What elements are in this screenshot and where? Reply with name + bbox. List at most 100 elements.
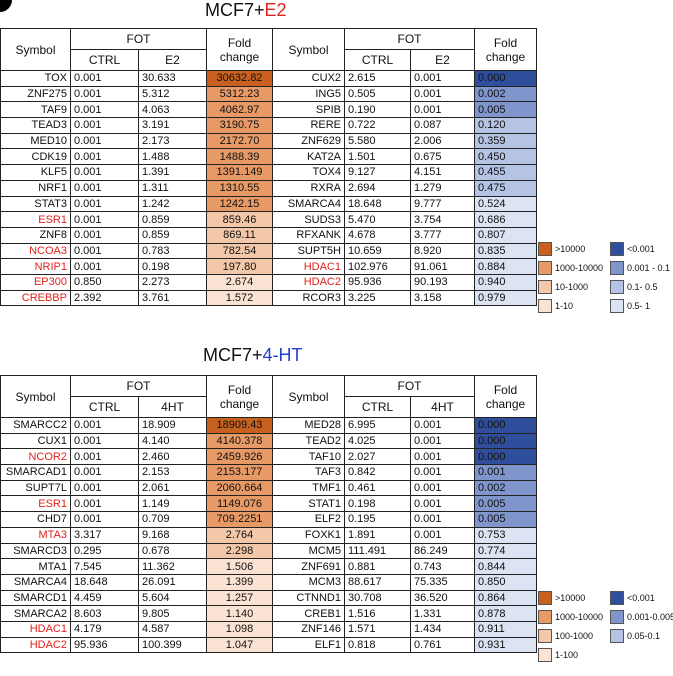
treatment-value: 8.920 [410,242,475,260]
legend-label: 0.001 - 0.1 [627,263,671,273]
legend-item: 0.1- 0.5 [610,279,658,295]
treatment-value: 5.604 [138,589,207,607]
fold-change-value: 2060.664 [206,479,273,497]
fold-change-value: 869.11 [206,226,273,244]
fold-change-value: 18909.43 [206,417,273,434]
fold-change-value: 0.005 [474,101,537,119]
legend-swatch [610,591,624,605]
treatment-value: 9.777 [410,195,475,213]
gene-symbol: HDAC1 [272,258,345,275]
legend-label: 1000-10000 [555,263,604,273]
treatment-value: 0.001 [410,448,475,466]
panel2-table: Symbol FOT Fold change Symbol FOT Fold c… [0,375,537,654]
ctrl-value: 5.470 [344,211,411,228]
treatment-value: 18.909 [138,417,207,434]
ctrl-value: 0.001 [70,495,139,513]
panel1-legend: >10000 1000-10000 10-1000 1-10 <0.001 0.001 -… [538,241,673,317]
table-row: HDAC1 4.179 4.587 1.098 ZNF146 1.571 1.434 0.91… [0,620,537,638]
fold-change-value: 0.844 [474,558,537,575]
fold-change-value: 2459.926 [206,448,273,466]
legend-swatch [538,591,552,605]
gene-symbol: CTNND1 [272,589,345,607]
gene-symbol: HDAC2 [0,636,71,654]
treatment-value: 0.001 [410,464,475,481]
gene-symbol: ZNF275 [0,85,71,103]
table-row: CREBBP 2.392 3.761 1.572 RCOR3 3.225 3.158 0.97… [0,289,537,307]
table-row: KLF5 0.001 1.391 1391.149 TOX4 9.127 4.151 0.45… [0,164,537,181]
legend-item: <0.001 [610,590,655,606]
legend-swatch [538,629,552,643]
legend-label: 0.5- 1 [627,301,651,311]
gene-symbol: RERE [272,117,345,134]
gene-symbol: TOX4 [272,164,345,181]
fold-change-value: 1488.39 [206,148,273,166]
fold-change-value: 2.764 [206,526,273,544]
gene-symbol: ELF2 [272,511,345,528]
gene-symbol: ELF1 [272,636,345,654]
gene-symbol: CREB1 [272,605,345,622]
fold-change-value: 0.120 [474,117,537,134]
gene-symbol: NRIP1 [0,258,71,275]
fold-change-header: Fold change [474,375,537,418]
ctrl-value: 0.001 [70,211,139,228]
fold-change-value: 0.807 [474,226,537,244]
ctrl-header: CTRL [344,396,411,418]
gene-symbol: CDK19 [0,148,71,166]
fold-change-value: 859.46 [206,211,273,228]
ctrl-value: 0.001 [70,432,139,450]
fold-change-value: 1.257 [206,589,273,607]
gene-symbol: SMARCA2 [0,605,71,622]
treatment-value: 1.242 [138,195,207,213]
gene-symbol: ESR1 [0,495,71,513]
ctrl-value: 1.501 [344,148,411,166]
gene-symbol: SUPT7L [0,479,71,497]
table-row: CHD7 0.001 0.709 709.2251 ELF2 0.195 0.001 0.00… [0,511,537,528]
treatment-value: 1.149 [138,495,207,513]
legend-label: 10-1000 [555,282,589,292]
symbol-header: Symbol [272,375,345,418]
gene-symbol: MED10 [0,132,71,150]
fold-change-value: 3190.75 [206,117,273,134]
gene-symbol: SMARCA4 [272,195,345,213]
ctrl-value: 1.516 [344,605,411,622]
treatment-value: 4.151 [410,164,475,181]
treatment-value: 0.709 [138,511,207,528]
legend-item: 100-1000 [538,628,593,644]
ctrl-value: 0.001 [70,101,139,119]
fold-change-value: 1242.15 [206,195,273,213]
legend-swatch [610,261,624,275]
legend-label: 0.05-0.1 [627,631,661,641]
ctrl-header: CTRL [70,49,139,71]
ctrl-value: 2.615 [344,70,411,87]
gene-symbol: SMARCD1 [0,589,71,607]
ctrl-value: 0.190 [344,101,411,119]
legend-item: 0.001 - 0.1 [610,260,670,276]
fold-change-value: 0.979 [474,289,537,307]
symbol-header: Symbol [0,375,71,418]
ctrl-value: 102.976 [344,258,411,275]
gene-symbol: ING5 [272,85,345,103]
gene-symbol: CHD7 [0,511,71,528]
treatment-value: 0.087 [410,117,475,134]
fold-change-value: 4140.378 [206,432,273,450]
fold-change-value: 0.000 [474,417,537,434]
ctrl-value: 0.505 [344,85,411,103]
table-row: ZNF275 0.001 5.312 5312.23 ING5 0.505 0.001 0.0… [0,85,537,103]
ctrl-value: 4.459 [70,589,139,607]
ctrl-value: 0.842 [344,464,411,481]
legend-swatch [538,280,552,294]
gene-symbol: EP300 [0,273,71,291]
gene-symbol: TEAD2 [272,432,345,450]
treatment-header: E2 [410,49,475,71]
table-row: CDK19 0.001 1.488 1488.39 KAT2A 1.501 0.675 0.4… [0,148,537,166]
treatment-value: 26.091 [138,573,207,591]
treatment-value: 1.279 [410,179,475,197]
treatment-value: 91.061 [410,258,475,275]
ctrl-value: 3.225 [344,289,411,307]
legend-item: >10000 [538,241,585,257]
treatment-value: 3.158 [410,289,475,307]
table-row: HDAC2 95.936 100.399 1.047 ELF1 0.818 0.761 0.9… [0,636,537,654]
legend-swatch [538,648,552,662]
ctrl-value: 0.850 [70,273,139,291]
ctrl-value: 0.001 [70,448,139,466]
